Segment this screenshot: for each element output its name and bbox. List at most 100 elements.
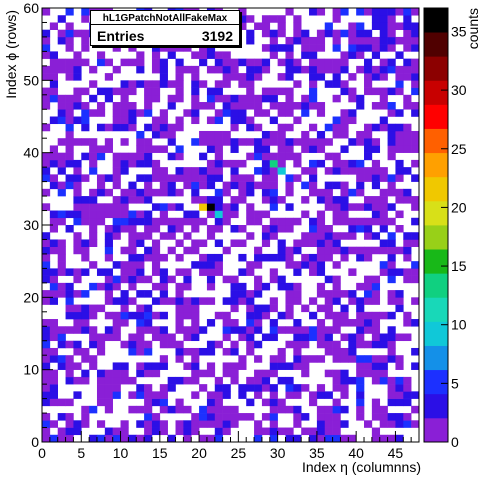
heatmap-cell xyxy=(324,420,333,428)
heatmap-cell xyxy=(356,65,365,74)
heatmap-cell xyxy=(403,413,412,421)
heatmap-cell xyxy=(309,65,318,74)
heatmap-cell xyxy=(136,369,145,378)
heatmap-cell xyxy=(49,239,58,247)
heatmap-cell xyxy=(395,80,404,88)
heatmap-cell xyxy=(191,311,200,320)
heatmap-cell xyxy=(214,413,223,421)
heatmap-cell xyxy=(73,319,82,327)
heatmap-cell xyxy=(104,87,113,96)
heatmap-cell xyxy=(73,51,82,59)
heatmap-cell xyxy=(65,355,74,363)
heatmap-cell xyxy=(128,311,137,320)
heatmap-cell xyxy=(112,217,121,226)
heatmap-cell xyxy=(324,434,333,443)
heatmap-cell xyxy=(89,261,98,269)
heatmap-cell xyxy=(81,376,90,385)
heatmap-cell xyxy=(230,239,239,247)
heatmap-cell xyxy=(151,65,161,74)
heatmap-cell xyxy=(73,268,82,276)
entries-label: Entries xyxy=(97,28,145,44)
heatmap-cell xyxy=(104,282,113,291)
heatmap-cell xyxy=(379,217,388,226)
heatmap-cell xyxy=(348,73,357,81)
heatmap-cell xyxy=(230,174,239,182)
heatmap-cell xyxy=(356,398,365,407)
heatmap-cell xyxy=(261,87,271,96)
heatmap-cell xyxy=(151,87,161,96)
heatmap-cell xyxy=(89,80,98,88)
heatmap-cell xyxy=(356,138,365,146)
heatmap-cell xyxy=(387,87,396,96)
heatmap-cell xyxy=(65,73,74,81)
heatmap-cell xyxy=(42,87,51,96)
heatmap-cell xyxy=(332,58,341,67)
heatmap-cell xyxy=(183,427,192,436)
heatmap-cell xyxy=(277,362,286,370)
heatmap-cell xyxy=(230,275,239,284)
heatmap-cell xyxy=(214,391,223,399)
heatmap-cell xyxy=(57,159,66,168)
heatmap-cell xyxy=(301,94,310,103)
heatmap-cell xyxy=(214,225,223,233)
heatmap-cell xyxy=(89,326,98,334)
heatmap-cell xyxy=(254,384,263,392)
heatmap-cell xyxy=(214,311,223,320)
heatmap-cell xyxy=(316,261,326,269)
heatmap-cell xyxy=(324,333,333,342)
heatmap-cell xyxy=(403,15,412,23)
heatmap-cell xyxy=(285,58,294,67)
heatmap-cell xyxy=(332,152,341,161)
stats-box: hL1GPatchNotAllFakeMax Entries 3192 xyxy=(90,10,240,46)
heatmap-cell xyxy=(81,217,90,226)
heatmap-cell xyxy=(316,384,326,392)
heatmap-cell xyxy=(301,232,310,240)
heatmap-cell xyxy=(379,174,388,182)
heatmap-cell xyxy=(214,268,223,276)
heatmap-cell xyxy=(238,326,247,334)
heatmap-cell xyxy=(144,196,153,204)
heatmap-cell xyxy=(81,347,90,356)
heatmap-cell xyxy=(261,384,271,392)
heatmap-cell xyxy=(73,304,82,313)
heatmap-cell xyxy=(309,58,318,67)
heatmap-cell xyxy=(57,188,66,197)
heatmap-cell xyxy=(254,123,263,132)
heatmap-cell xyxy=(89,217,98,226)
heatmap-cell xyxy=(277,58,286,67)
heatmap-cell xyxy=(65,181,74,190)
heatmap-cell xyxy=(49,384,58,392)
heatmap-cell xyxy=(340,181,349,190)
heatmap-cell xyxy=(301,138,310,146)
heatmap-cell xyxy=(42,94,51,103)
heatmap-cell xyxy=(120,87,129,96)
heatmap-cell xyxy=(81,253,90,262)
heatmap-cell xyxy=(285,304,294,313)
heatmap-cell xyxy=(261,94,271,103)
heatmap-cell xyxy=(136,138,145,146)
heatmap-cell xyxy=(277,239,286,247)
heatmap-cell xyxy=(73,347,82,356)
heatmap-cell xyxy=(151,311,161,320)
heatmap-cell xyxy=(316,36,326,45)
heatmap-cell xyxy=(144,253,153,262)
heatmap-cell xyxy=(269,152,278,161)
heatmap-cell xyxy=(340,159,349,168)
heatmap-cell xyxy=(238,8,247,16)
heatmap-cell xyxy=(49,159,58,168)
heatmap-cell xyxy=(269,203,278,211)
heatmap-cell xyxy=(324,253,333,262)
heatmap-cell xyxy=(167,152,176,161)
heatmap-cell xyxy=(285,225,294,233)
heatmap-cell xyxy=(49,268,58,276)
heatmap-cell xyxy=(230,159,239,168)
heatmap-cell xyxy=(340,116,349,125)
heatmap-cell xyxy=(199,130,208,139)
heatmap-cell xyxy=(371,210,381,219)
heatmap-cell xyxy=(371,36,381,45)
heatmap-cell xyxy=(81,116,90,125)
heatmap-cell xyxy=(191,413,200,421)
heatmap-cell xyxy=(340,217,349,226)
heatmap-cell xyxy=(73,246,82,255)
heatmap-cell xyxy=(96,58,106,67)
